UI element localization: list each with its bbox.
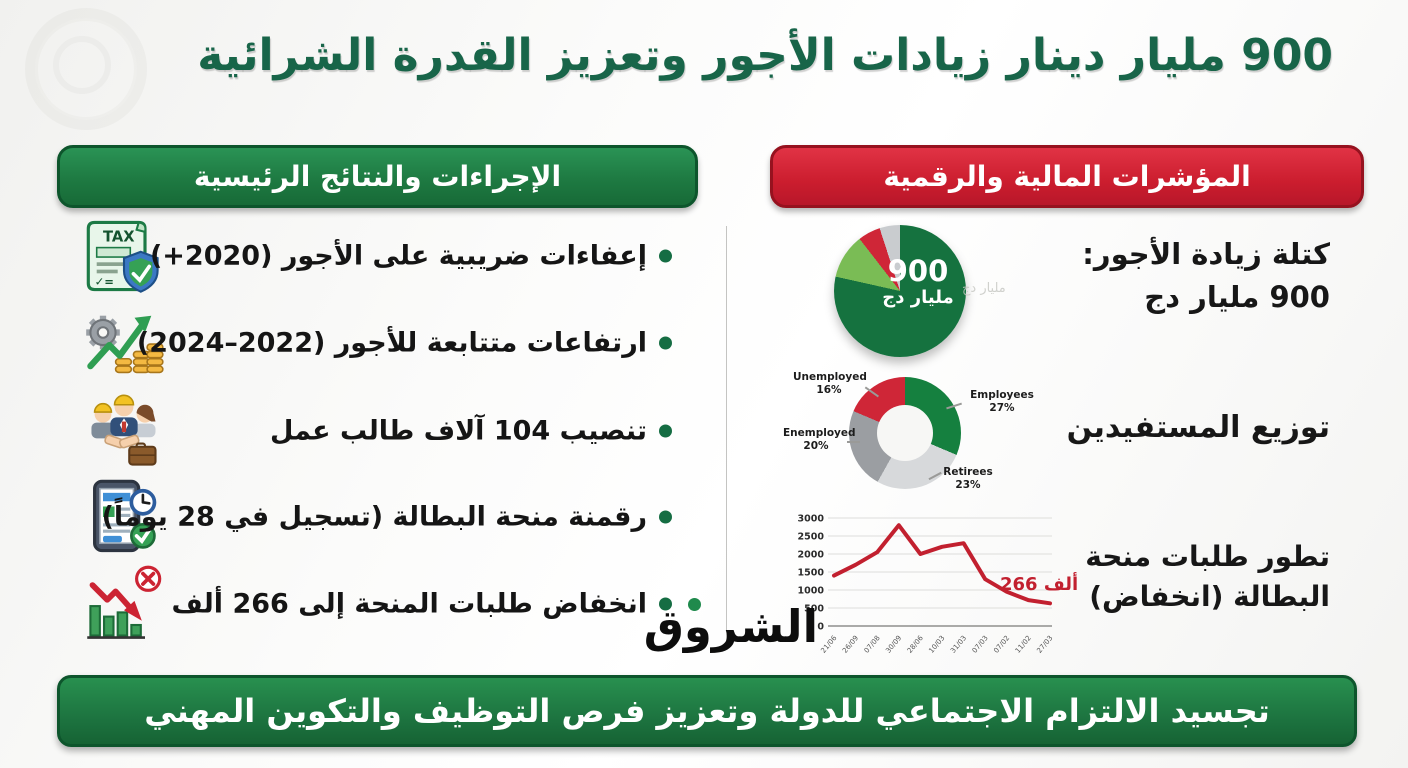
bullet-dot bbox=[659, 336, 672, 350]
donut-callout-enemployed: Enemployed 20% bbox=[783, 427, 856, 453]
list-item: تنصيب 104 آلاف طالب عمل bbox=[57, 387, 692, 475]
svg-text:2500: 2500 bbox=[798, 532, 825, 543]
wage-label-line1: كتلة زيادة الأجور: bbox=[1082, 237, 1330, 271]
grant-decline-icon bbox=[82, 562, 166, 646]
list-item-text: رقمنة منحة البطالة (تسجيل في 28 يوماً) bbox=[101, 501, 647, 533]
callout-label: Employees bbox=[970, 389, 1034, 401]
wage-label-line2: 900 مليار دج bbox=[1144, 280, 1330, 314]
list-item: انخفاض طلبات المنحة إلى 266 ألف bbox=[57, 560, 692, 648]
svg-text:3000: 3000 bbox=[798, 514, 825, 525]
government-seal-watermark bbox=[25, 8, 147, 130]
page-title: 900 مليار دينار زيادات الأجور وتعزيز الق… bbox=[197, 30, 1333, 81]
callout-value: 16% bbox=[816, 384, 842, 396]
logo-text: الشروق bbox=[643, 600, 818, 653]
callout-value: 27% bbox=[989, 402, 1015, 414]
left-section-header: الإجراءات والنتائج الرئيسية bbox=[57, 145, 698, 208]
donut-callout-employees: Employees 27% bbox=[962, 389, 1042, 415]
list-item-text: انخفاض طلبات المنحة إلى 266 ألف bbox=[171, 588, 647, 620]
svg-text:21/06: 21/06 bbox=[819, 634, 838, 655]
column-divider bbox=[726, 226, 727, 646]
wage-block-pie-chart: 900 مليار دج bbox=[834, 225, 966, 357]
callout-label: Retirees bbox=[943, 466, 993, 478]
pie-center-unit: مليار دج bbox=[882, 287, 954, 308]
callout-label: Unemployed bbox=[793, 371, 867, 383]
donut-callout-retirees: Retirees 23% bbox=[936, 466, 1000, 492]
ghost-watermark-text: مليار دج bbox=[962, 281, 1006, 296]
wage-block-label: كتلة زيادة الأجور: 900 مليار دج bbox=[1082, 233, 1330, 319]
callout-value: 23% bbox=[955, 479, 981, 491]
svg-text:30/09: 30/09 bbox=[884, 634, 903, 655]
tax-exemption-icon: TAX ✓= bbox=[82, 214, 166, 298]
svg-text:10/03: 10/03 bbox=[927, 634, 946, 655]
svg-text:11/02: 11/02 bbox=[1014, 634, 1033, 655]
donut-hole bbox=[877, 405, 933, 461]
svg-text:2000: 2000 bbox=[798, 550, 825, 561]
donut-callout-unemployed: Unemployed 16% bbox=[793, 371, 867, 397]
list-item-text: ارتفاعات متتابعة للأجور (2022–2024) bbox=[136, 327, 647, 359]
svg-text:07/03: 07/03 bbox=[971, 634, 990, 655]
svg-text:28/06: 28/06 bbox=[906, 634, 925, 655]
svg-text:31/03: 31/03 bbox=[949, 634, 968, 655]
list-item: TAX ✓= إعفاءات ضريبية على الأجور (2020+) bbox=[57, 212, 692, 300]
svg-text:26/09: 26/09 bbox=[841, 634, 860, 655]
grant-requests-label: تطور طلبات منحة البطالة (انخفاض) bbox=[1085, 540, 1330, 613]
list-item-text: تنصيب 104 آلاف طالب عمل bbox=[269, 415, 647, 447]
echorouk-logo: الشروق bbox=[644, 598, 818, 653]
svg-text:500: 500 bbox=[804, 604, 824, 615]
beneficiaries-label: توزيع المستفيدين bbox=[1066, 410, 1330, 445]
svg-text:1500: 1500 bbox=[798, 568, 825, 579]
list-item: ارتفاعات متتابعة للأجور (2022–2024) bbox=[57, 299, 692, 387]
svg-text:07/08: 07/08 bbox=[863, 634, 882, 655]
grant-requests-line-chart: 0 500 1000 1500 2000 2500 3000 21/06 26/09 07/08 3… bbox=[790, 508, 1062, 660]
job-placement-icon bbox=[82, 389, 166, 473]
svg-text:1000: 1000 bbox=[798, 586, 825, 597]
callout-line bbox=[847, 441, 860, 443]
logo-green-dot bbox=[688, 598, 701, 611]
bullet-dot bbox=[659, 249, 672, 263]
right-section-header: المؤشرات المالية والرقمية bbox=[770, 145, 1364, 208]
footer-banner: تجسيد الالتزام الاجتماعي للدولة وتعزيز ف… bbox=[57, 675, 1357, 747]
bullet-dot bbox=[659, 510, 672, 524]
callout-label: Enemployed bbox=[783, 427, 856, 439]
bullet-dot bbox=[659, 424, 672, 438]
svg-text:27/03: 27/03 bbox=[1035, 634, 1054, 655]
list-item-text: إعفاءات ضريبية على الأجور (2020+) bbox=[149, 240, 647, 272]
line-chart-annotation: 266 ألف bbox=[1000, 574, 1079, 595]
pie-center-label: 900 مليار دج bbox=[879, 255, 957, 308]
svg-text:0: 0 bbox=[817, 622, 824, 633]
callout-value: 20% bbox=[803, 440, 829, 452]
wage-growth-icon bbox=[82, 301, 166, 385]
svg-text:TAX: TAX bbox=[103, 228, 135, 245]
bullet-dot bbox=[659, 597, 672, 611]
digital-grant-icon bbox=[82, 475, 166, 559]
seal-inner-ring bbox=[53, 36, 111, 94]
pie-center-value: 900 bbox=[887, 254, 949, 288]
list-item: رقمنة منحة البطالة (تسجيل في 28 يوماً) bbox=[57, 473, 692, 561]
svg-text:✓=: ✓= bbox=[95, 274, 114, 288]
svg-text:07/02: 07/02 bbox=[992, 634, 1011, 655]
